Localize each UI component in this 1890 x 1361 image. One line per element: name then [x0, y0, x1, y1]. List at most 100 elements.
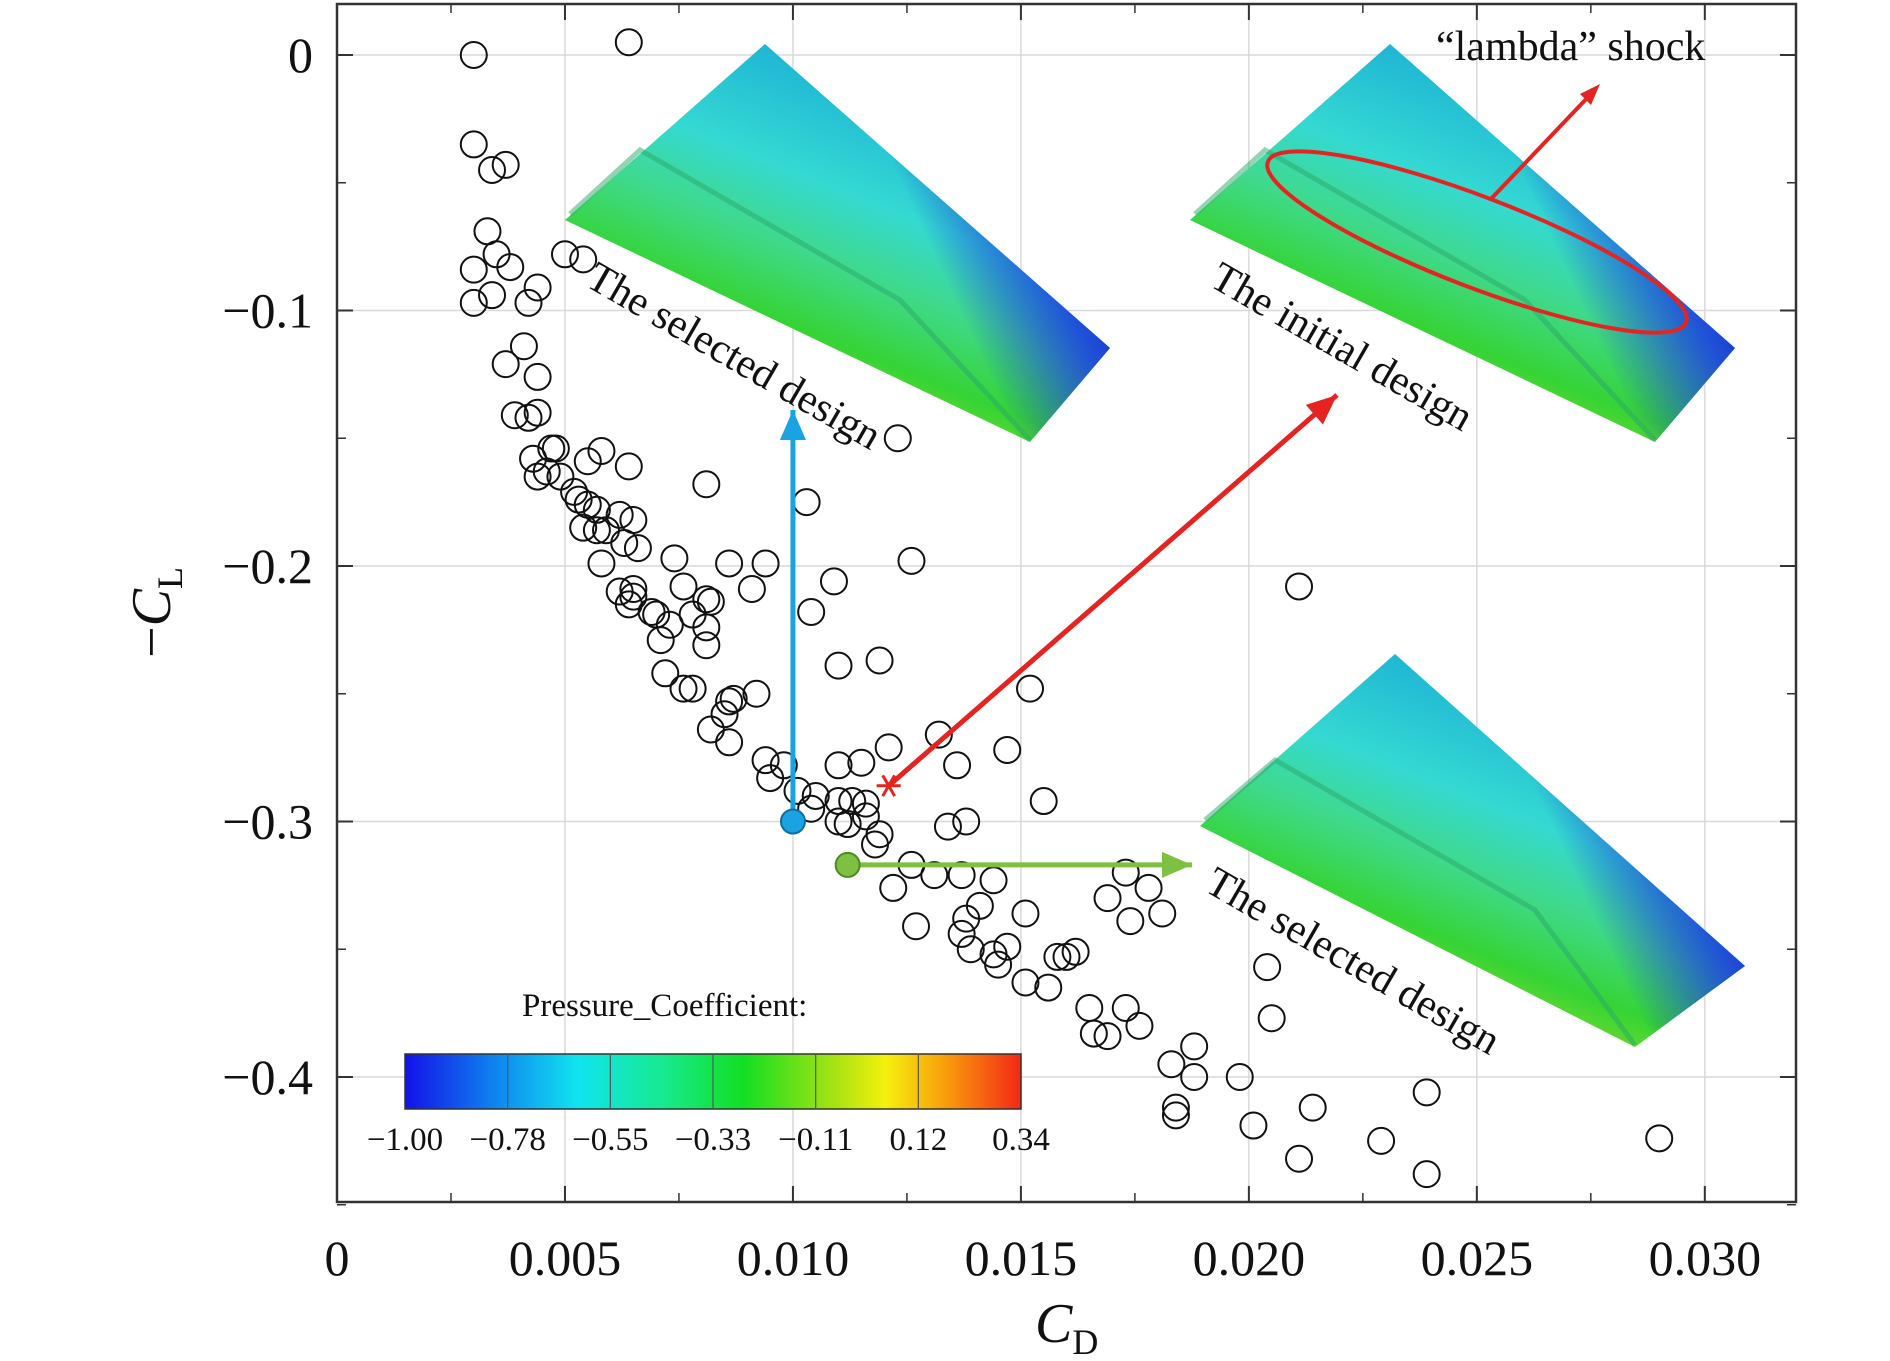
- scatter-point: [952, 807, 981, 836]
- y-axis-title: −CL: [121, 567, 190, 658]
- scatter-point: [459, 41, 488, 69]
- scatter-point: [865, 646, 894, 675]
- scatter-point: [883, 424, 912, 453]
- scatter-point: [610, 529, 639, 558]
- x-tick-label: 0.030: [1649, 1230, 1762, 1286]
- scatter-point: [523, 273, 552, 302]
- scatter-point: [1029, 787, 1058, 816]
- scatter-point: [1253, 953, 1282, 982]
- scatter-point: [751, 746, 780, 775]
- scatter-point: [459, 288, 488, 317]
- x-axis-title: CD: [1035, 1293, 1098, 1361]
- scatter-point: [792, 488, 821, 517]
- highlighted-points: [779, 774, 901, 878]
- scatter-point: [500, 401, 529, 430]
- arrow-red: [887, 393, 1339, 788]
- scatter-point: [678, 674, 707, 703]
- scatter-point: [582, 495, 611, 524]
- scatter-point: [582, 516, 611, 545]
- scatter-point: [715, 687, 744, 716]
- highlight-point-green: [834, 851, 861, 878]
- scatter-point: [1134, 873, 1163, 902]
- x-axis-title-sub: D: [1072, 1322, 1098, 1361]
- scatter-point: [1161, 1093, 1190, 1122]
- scatter-point: [1111, 858, 1140, 887]
- scatter-point: [623, 534, 652, 563]
- y-tick-label: −0.2: [222, 538, 313, 594]
- scatter-point: [742, 679, 771, 708]
- wing-image-top-right: [1190, 44, 1735, 442]
- scatter-point: [1161, 1101, 1190, 1130]
- scatter-point: [1075, 994, 1104, 1023]
- scatter-point: [614, 452, 643, 481]
- scatter-point: [956, 935, 985, 964]
- scatter-point: [655, 610, 684, 639]
- scatter-point: [1412, 1160, 1441, 1189]
- scatter-point: [1011, 899, 1040, 928]
- colorbar-tick-label: 0.34: [992, 1122, 1050, 1158]
- scatter-point: [1034, 973, 1063, 1002]
- scatter-point: [491, 150, 520, 179]
- scatter-point: [933, 812, 962, 841]
- scatter-points: [459, 28, 1674, 1189]
- scatter-point: [783, 776, 812, 805]
- scatter-point: [660, 544, 689, 573]
- scatter-point: [1367, 1126, 1396, 1155]
- colorbar-tick-label: 0.12: [889, 1122, 947, 1158]
- scatter-point: [1412, 1078, 1441, 1107]
- colorbar-tick-label: −0.11: [778, 1122, 853, 1158]
- scatter-point: [993, 932, 1022, 961]
- scatter-point: [569, 245, 598, 274]
- scatter-point: [851, 789, 880, 818]
- scatter-point: [920, 861, 949, 890]
- scatter-point: [819, 567, 848, 596]
- scatter-point: [715, 728, 744, 757]
- lambda-shock-arrowhead: [1580, 84, 1600, 105]
- scatter-point: [619, 582, 648, 611]
- scatter-point: [1285, 572, 1314, 601]
- scatter-point: [478, 281, 507, 310]
- x-tick-label: 0.010: [737, 1230, 850, 1286]
- scatter-point: [993, 735, 1022, 764]
- scatter-point: [587, 549, 616, 578]
- highlight-point-blue: [779, 808, 806, 835]
- scatter-point: [1043, 942, 1072, 971]
- scatter-point: [459, 255, 488, 284]
- scatter-point: [947, 861, 976, 890]
- scatter-point: [965, 891, 994, 920]
- y-axis-title-main: C: [121, 588, 183, 626]
- scatter-point: [646, 626, 675, 655]
- scatter-point: [1157, 1050, 1186, 1079]
- scatter-point: [1111, 994, 1140, 1023]
- scatter-point: [943, 751, 972, 780]
- scatter-point: [550, 240, 579, 269]
- scatter-point: [947, 919, 976, 948]
- x-tick-label: 0.020: [1193, 1230, 1306, 1286]
- y-tick-label: −0.1: [222, 283, 313, 339]
- scatter-point: [984, 950, 1013, 979]
- scatter-point: [861, 830, 890, 859]
- scatter-point: [587, 437, 616, 466]
- x-tick-label: 0.015: [965, 1230, 1078, 1286]
- arrow-blue-head: [779, 410, 806, 440]
- scatter-point: [1116, 907, 1145, 936]
- scatter-point: [715, 549, 744, 578]
- scatter-point: [847, 748, 876, 777]
- scatter-point: [459, 130, 488, 159]
- scatter-point: [478, 155, 507, 184]
- y-axis-title-sub: L: [150, 567, 190, 589]
- scatter-point: [1093, 884, 1122, 913]
- scatter-point: [696, 715, 725, 744]
- scatter-point: [1239, 1111, 1268, 1140]
- lambda-shock-arrow: [1488, 93, 1592, 202]
- scatter-point: [1148, 899, 1177, 928]
- scatter-point: [719, 684, 748, 713]
- y-tick-label: −0.3: [222, 794, 313, 850]
- scatter-point: [801, 781, 830, 810]
- axis-ticks: 0 0.005 0.010 0.015 0.020 0.025 0.030 0 −0.1 −0.2…: [222, 4, 1796, 1286]
- y-tick-label: −0.4: [222, 1049, 313, 1105]
- y-tick-label: 0: [288, 27, 313, 83]
- scatter-point: [824, 751, 853, 780]
- colorbar-tick-label: −1.00: [367, 1122, 443, 1158]
- colorbar-tick-label: −0.33: [675, 1122, 751, 1158]
